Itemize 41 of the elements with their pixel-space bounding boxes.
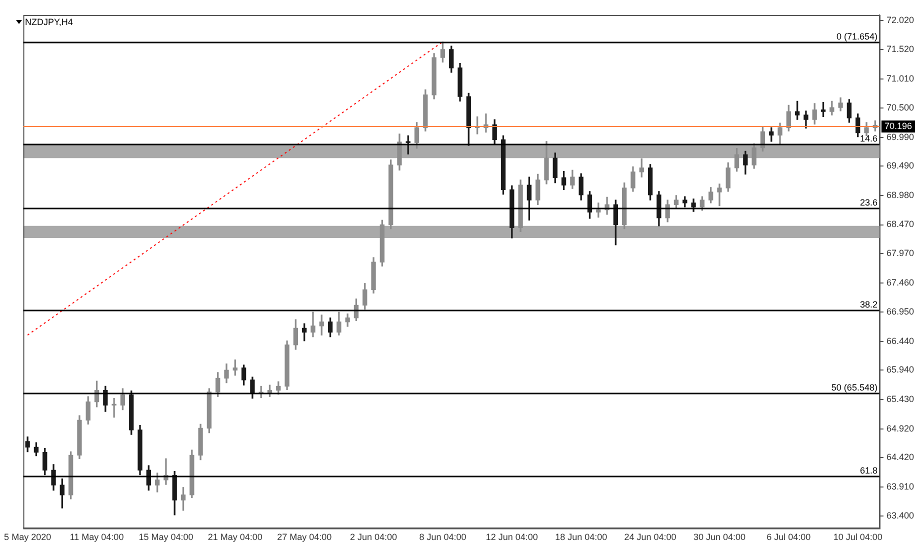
ref-line-label: 70.196 bbox=[884, 120, 912, 131]
x-tick-label: 27 May 04:00 bbox=[277, 532, 332, 542]
x-tick-label: 18 Jun 04:00 bbox=[555, 532, 608, 542]
chart-title: NZDJPY,H4 bbox=[25, 17, 73, 27]
y-tick-label: 68.470 bbox=[886, 219, 914, 230]
y-tick-label: 72.020 bbox=[886, 15, 914, 26]
y-tick-label: 65.430 bbox=[886, 394, 914, 404]
ref-line-label: 50 (65.548) bbox=[831, 382, 878, 392]
annotation: 61.8 bbox=[860, 465, 878, 476]
x-tick-label: 11 May 04:00 bbox=[70, 532, 124, 542]
y-tick-label: 71.010 bbox=[886, 73, 914, 84]
x-tick-label: 15 May 04:00 bbox=[138, 532, 194, 542]
x-tick-label: 6 Jul 04:00 bbox=[766, 532, 811, 542]
ref-line-label: 0 (71.654) bbox=[836, 31, 878, 42]
candlestick bbox=[717, 184, 722, 206]
annotation: 23.6 bbox=[860, 197, 878, 208]
x-tick-label: 10 Jul 04:00 bbox=[833, 532, 882, 542]
x-tick-label: 8 Jun 04:00 bbox=[419, 532, 466, 542]
y-tick-label: 71.520 bbox=[886, 44, 914, 54]
x-tick-label: 30 Jun 04:00 bbox=[693, 532, 746, 542]
x-tick-label: 2 Jun 04:00 bbox=[350, 532, 398, 542]
y-tick-label: 64.420 bbox=[886, 452, 914, 462]
y-tick-label: 69.490 bbox=[886, 160, 914, 171]
y-tick-label: 70.500 bbox=[886, 102, 914, 113]
annotation: 14.6 bbox=[860, 133, 878, 144]
y-tick-label: 67.970 bbox=[886, 248, 914, 258]
y-tick-label: 67.460 bbox=[886, 277, 914, 288]
y-tick-label: 63.910 bbox=[886, 481, 914, 492]
y-tick-label: 65.940 bbox=[886, 364, 914, 375]
x-tick-label: 5 May 2020 bbox=[4, 532, 52, 542]
y-tick-label: 66.950 bbox=[886, 306, 914, 317]
x-tick-label: 12 Jun 04:00 bbox=[486, 532, 538, 542]
x-tick-label: 24 Jun 04:00 bbox=[624, 532, 676, 542]
candlestick bbox=[112, 398, 116, 418]
y-tick-label: 68.980 bbox=[886, 190, 914, 200]
x-tick-label: 21 May 04:00 bbox=[208, 532, 262, 542]
y-tick-label: 63.400 bbox=[886, 510, 914, 521]
y-tick-label: 66.440 bbox=[886, 336, 914, 346]
y-tick-label: 64.920 bbox=[886, 423, 914, 434]
y-tick-label: 69.990 bbox=[886, 132, 914, 142]
annotation: 38.2 bbox=[860, 299, 878, 310]
